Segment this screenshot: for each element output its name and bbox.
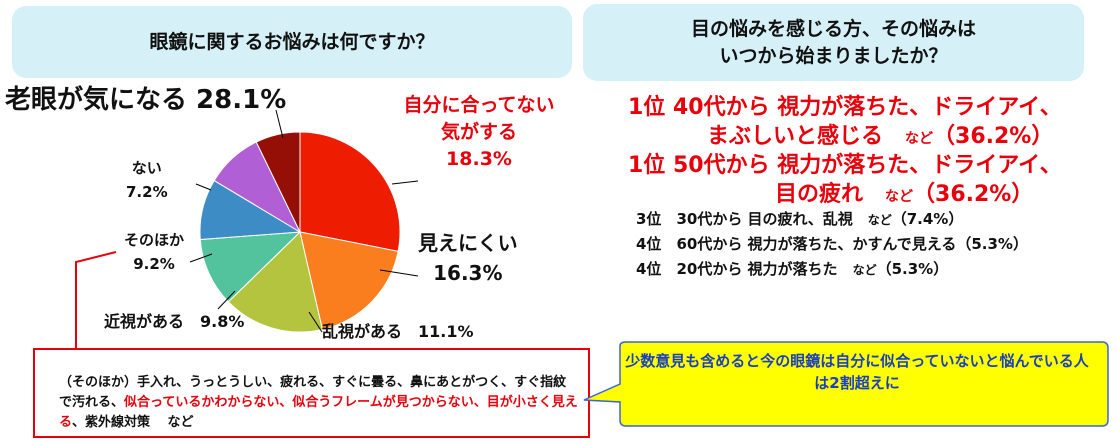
- rank-text: 20代から 視力が落ちた: [676, 260, 838, 278]
- right-question-text: 目の悩みを感じる方、その悩みは いつから始まりましたか？: [690, 17, 976, 67]
- leader-line-rougan: [275, 109, 284, 139]
- other-reasons-text: （そのほか）手入れ、うっとうしい、疲れる、すぐに曇る、鼻にあとがつく、すぐ指紋で…: [59, 375, 567, 410]
- rank-pct: （36.2%）: [913, 182, 1034, 207]
- leader-line-ranshi: [308, 311, 323, 333]
- rank-item-1a: 1位 40代から 視力が落ちた、ドライアイ、: [628, 93, 1062, 123]
- pie-slice-ranshi: [199, 231, 302, 303]
- rank-nado: など: [885, 189, 914, 205]
- label-mienikui: 見えにくい 16.3%: [418, 231, 518, 285]
- leader-line-nai: [195, 183, 212, 191]
- rank-text: 40代から 視力が落ちた、ドライアイ、: [672, 95, 1062, 120]
- pie-slice-mienikui: [227, 231, 324, 333]
- label-sonohoka: そのほか 9.2%: [124, 231, 185, 273]
- label-jibun: 自分に合ってない 気がする 18.3%: [403, 94, 555, 170]
- rank-text: 50代から 視力が落ちた、ドライアイ、: [672, 153, 1062, 178]
- rank-item-4a: 4位 60代から 視力が落ちた、かすんで見える（5.3%）: [636, 234, 1028, 254]
- other-reasons-highlight: 似合っているかわからない、似合うフレームが見つからない、目が小さく見える: [59, 395, 578, 430]
- label-rougan: 老眼が気になる 28.1%: [5, 85, 287, 115]
- note-callout: [583, 341, 1109, 427]
- rank-nado: など: [867, 213, 892, 227]
- label-kinshi: 近視がある 9.8%: [104, 312, 245, 331]
- sonohoka-connector-line: [75, 251, 117, 353]
- rank-nado: など: [852, 263, 877, 277]
- rank-text: まぶしいと感じる: [707, 124, 884, 149]
- leader-line-mienikui: [379, 269, 419, 277]
- rank-text: 30代から 目の疲れ、乱視: [676, 210, 853, 228]
- pie-slice-rougan: [299, 131, 401, 252]
- rank-pct: （7.4%）: [891, 210, 964, 228]
- left-question-text: 眼鏡に関するお悩みは何ですか？: [149, 30, 435, 53]
- leader-line-jibun: [391, 180, 419, 185]
- leader-line-sonohoka: [189, 253, 213, 263]
- rank-nado: など: [905, 131, 934, 147]
- right-question-header: 目の悩みを感じる方、その悩みは いつから始まりましたか？: [583, 4, 1084, 81]
- rank-item-3: 3位 30代から 目の疲れ、乱視 など（7.4%）: [636, 209, 963, 230]
- rank-text: 目の疲れ: [775, 182, 864, 207]
- rank-number: 4位: [636, 235, 662, 253]
- rank-number: 4位: [636, 260, 662, 278]
- rank-number: 3位: [636, 210, 662, 228]
- left-question-header: 眼鏡に関するお悩みは何ですか？: [12, 6, 572, 78]
- rank-item-4b: 4位 20代から 視力が落ちた など（5.3%）: [636, 259, 948, 280]
- leader-line-kinshi: [217, 290, 236, 310]
- rank-pct: （36.2%）: [933, 124, 1054, 149]
- rank-pct: （5.3%）: [956, 235, 1028, 253]
- note-callout-shape: [583, 341, 1109, 427]
- rank-number: 1位: [628, 95, 666, 120]
- other-reasons-tail: 、紫外線対策 など: [72, 415, 194, 430]
- rank-text: 60代から 視力が落ちた、かすんで見える: [676, 235, 957, 253]
- pie-slice-nai: [255, 131, 301, 233]
- rank-pct: （5.3%）: [876, 260, 949, 278]
- pie-chart: [75, 109, 419, 353]
- rank-item-1b: 1位 50代から 視力が落ちた、ドライアイ、: [628, 151, 1062, 181]
- label-ranshi: 乱視がある 11.1%: [322, 322, 474, 341]
- rank-number: 1位: [628, 153, 666, 178]
- note-text: 少数意見も含めると今の眼鏡は自分に似合っていないと悩んでいる人は2割超えに: [625, 352, 1089, 392]
- label-nai: ない 7.2%: [126, 159, 168, 201]
- rank-item-1b-cont: 目の疲れ など（36.2%）: [775, 180, 1033, 212]
- rank-item-1a-cont: まぶしいと感じる など（36.2%）: [707, 122, 1053, 154]
- pie-slice-jibun: [299, 231, 399, 331]
- other-reasons-box: （そのほか）手入れ、うっとうしい、疲れる、すぐに曇る、鼻にあとがつく、すぐ指紋で…: [33, 348, 590, 438]
